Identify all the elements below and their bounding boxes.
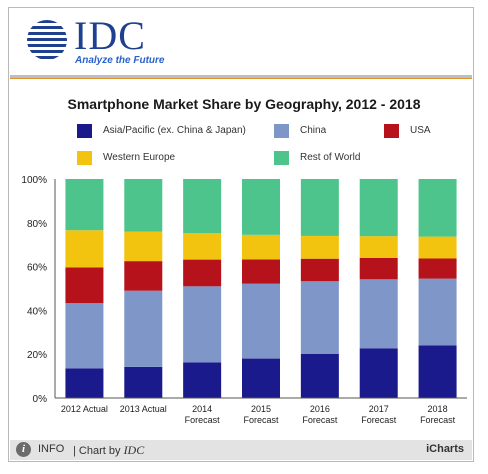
y-tick-label: 60% — [27, 263, 47, 274]
bar-segment — [124, 179, 163, 232]
chart-title: Smartphone Market Share by Geography, 20… — [67, 96, 421, 112]
bar-segment — [300, 235, 339, 259]
y-tick-label: 0% — [33, 394, 48, 405]
bar-segment — [65, 368, 104, 398]
bar-segment — [183, 286, 222, 363]
bar-segment — [359, 348, 398, 398]
info-icon[interactable]: i — [16, 442, 31, 457]
bar-segment — [242, 179, 280, 235]
legend-swatch — [384, 124, 399, 138]
bar-segment — [183, 179, 222, 234]
chart-plot: 0% 20% 40% 60% 80% 100% 2012 Actual 2013 Actual… — [21, 175, 467, 425]
x-tick-label: Forecast — [420, 415, 456, 425]
x-tick-label: Forecast — [185, 415, 221, 425]
bar-segment — [418, 345, 457, 398]
y-tick-label: 40% — [27, 306, 47, 317]
bar-segment — [359, 236, 398, 258]
x-tick-label: 2013 Actual — [120, 404, 167, 414]
x-tick-label: 2012 Actual — [61, 404, 108, 414]
bar-segment — [65, 303, 104, 369]
x-tick-label: 2015 — [251, 404, 271, 414]
chart-by-credit: | Chart by IDC — [73, 443, 144, 458]
bar-segment — [418, 236, 457, 259]
x-tick-label: Forecast — [243, 415, 279, 425]
header-divider — [10, 75, 472, 78]
x-tick-label: 2018 — [428, 404, 448, 414]
chart-by-brand: IDC — [123, 443, 145, 457]
bar-segment — [242, 234, 280, 260]
chart-by-text: | Chart by — [73, 445, 121, 457]
bar-segment — [124, 366, 163, 398]
bar-segment — [65, 230, 104, 268]
y-tick-label: 100% — [21, 175, 47, 186]
legend-label: Western Europe — [103, 152, 176, 163]
legend-swatch — [274, 124, 289, 138]
legend-swatch — [274, 151, 289, 165]
x-tick-label: 2016 — [310, 404, 330, 414]
legend-swatch — [77, 151, 92, 165]
bar-segment — [418, 258, 457, 279]
legend-label: Rest of World — [300, 152, 361, 163]
bar-segment — [183, 259, 222, 287]
bar-segment — [183, 233, 222, 260]
header-accent-line — [10, 78, 472, 79]
bar-segment — [418, 179, 457, 237]
x-tick-label: 2017 — [369, 404, 389, 414]
x-tick-label: Forecast — [361, 415, 397, 425]
bar-segment — [65, 267, 104, 304]
legend-label: Asia/Pacific (ex. China & Japan) — [103, 125, 246, 136]
y-tick-label: 80% — [27, 219, 47, 230]
bar-segment — [124, 261, 163, 291]
logo-tagline: Analyze the Future — [75, 55, 165, 66]
bar-segment — [418, 278, 457, 346]
info-label[interactable]: INFO — [38, 443, 65, 455]
bar-segment — [359, 257, 398, 280]
bar-segment — [242, 283, 280, 359]
footer-bar: i INFO | Chart by IDC iCharts — [10, 440, 472, 460]
bar-segment — [359, 179, 398, 237]
bar-segment — [300, 281, 339, 354]
bar-segment — [300, 353, 339, 398]
bar-segment — [242, 259, 280, 284]
x-tick-label: Forecast — [302, 415, 338, 425]
bar-segment — [359, 279, 398, 349]
legend-swatch — [77, 124, 92, 138]
bar-segment — [183, 362, 222, 398]
legend-label: China — [300, 125, 327, 136]
idc-logo: IDC Analyze the Future — [24, 13, 174, 68]
bar-segment — [300, 258, 339, 282]
bar-segment — [124, 290, 163, 367]
logo-text: IDC — [74, 13, 146, 58]
x-tick-label: 2014 — [192, 404, 212, 414]
legend-label: USA — [410, 125, 431, 136]
globe-icon — [27, 20, 67, 59]
bar-segment — [65, 179, 104, 231]
y-tick-label: 20% — [27, 350, 47, 361]
bar-segment — [124, 231, 163, 262]
bar-segment — [300, 179, 339, 236]
bar-segment — [242, 358, 280, 398]
icharts-link[interactable]: iCharts — [426, 443, 464, 455]
